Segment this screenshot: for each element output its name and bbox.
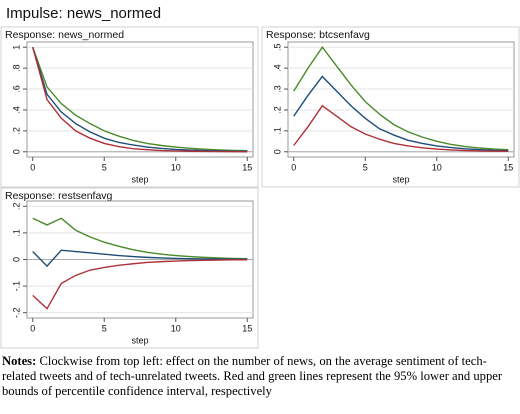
y-tick-label: .4: [11, 106, 21, 114]
response-line: [32, 259, 248, 310]
response-line: [32, 217, 248, 260]
x-tick-label: 5: [102, 162, 107, 172]
y-tick-label: .1: [272, 127, 282, 135]
y-tick-label: -.1: [11, 281, 21, 292]
y-tick-label: -.2: [11, 307, 21, 318]
x-tick-label: 0: [30, 162, 35, 172]
notes-text: Clockwise from top left: effect on the n…: [2, 354, 503, 398]
y-tick-label: 0: [11, 257, 21, 262]
response-line: [293, 75, 509, 152]
x-tick-label: 5: [363, 162, 368, 172]
panel-title: Response: btcsenfavg: [266, 29, 370, 41]
y-tick-label: .4: [272, 64, 282, 72]
plot-area: [287, 41, 515, 158]
x-tick-label: 5: [102, 323, 107, 333]
response-line: [32, 46, 248, 152]
y-tick-label: .8: [11, 64, 21, 72]
response-line: [32, 249, 248, 268]
y-tick-label: 1: [11, 45, 21, 50]
y-tick-label: .2: [11, 203, 21, 211]
x-tick-label: 15: [242, 162, 252, 172]
x-axis-label: step: [131, 335, 148, 345]
panel-title: Response: restsenfavg: [5, 190, 113, 202]
notes: Notes: Clockwise from top left: effect o…: [2, 354, 514, 399]
y-tick-label: .2: [11, 127, 21, 135]
x-tick-label: 10: [171, 162, 181, 172]
x-tick-label: 10: [432, 162, 442, 172]
response-line: [32, 47, 248, 153]
x-tick-label: 0: [30, 323, 35, 333]
x-axis-label: step: [131, 174, 148, 184]
x-tick-label: 15: [242, 323, 252, 333]
x-tick-label: 0: [291, 162, 296, 172]
notes-label: Notes:: [2, 354, 37, 368]
y-tick-label: 0: [11, 149, 21, 154]
x-tick-label: 15: [503, 162, 513, 172]
y-tick-label: .1: [11, 229, 21, 237]
response-line: [293, 104, 509, 153]
response-line: [293, 46, 509, 151]
x-axis-label: step: [392, 174, 409, 184]
y-tick-label: .5: [272, 43, 282, 51]
y-tick-label: 0: [272, 149, 282, 154]
response-line: [32, 47, 248, 153]
x-tick-label: 10: [171, 323, 181, 333]
figure: Impulse: news_normed Response: news_norm…: [0, 5, 520, 349]
figure-title: Impulse: news_normed: [6, 5, 161, 22]
y-tick-label: .2: [272, 106, 282, 114]
plot-area: [26, 41, 254, 158]
y-tick-label: .3: [272, 85, 282, 93]
panel-title: Response: news_normed: [5, 29, 124, 41]
y-tick-label: .6: [11, 85, 21, 93]
